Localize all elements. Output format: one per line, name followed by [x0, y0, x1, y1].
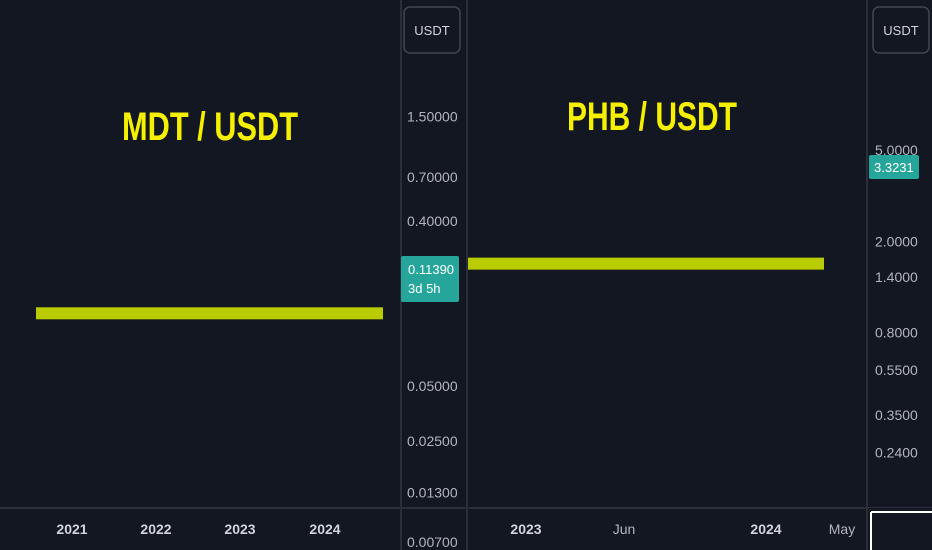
currency-button[interactable]: USDT: [403, 6, 461, 54]
chart-title: MDT / USDT: [122, 105, 298, 149]
resistance-zone: [36, 307, 383, 320]
phb-chart-svg: PHB / USDT 5.0000 2.0000 1.4000 0.8000 0.550…: [468, 0, 932, 550]
y-tick-label: 0.02500: [407, 433, 458, 449]
corner-box: [869, 508, 932, 550]
y-tick-label: 0.70000: [407, 169, 458, 185]
current-price-label: 3.3231: [874, 160, 914, 175]
x-tick-label: May: [829, 521, 855, 537]
x-tick-label: 2023: [224, 521, 255, 537]
y-tick-label: 1.50000: [407, 108, 458, 124]
y-tick-label: 0.01300: [407, 485, 458, 501]
x-tick-label: 2023: [510, 521, 541, 537]
currency-button[interactable]: USDT: [872, 6, 930, 54]
y-tick-label: 0.00700: [407, 534, 458, 550]
phb-chart-panel: PHB / USDT 5.0000 2.0000 1.4000 0.8000 0.550…: [466, 0, 932, 550]
x-tick-label: 2024: [750, 521, 781, 537]
x-tick-label: 2021: [56, 521, 87, 537]
y-tick-label: 1.4000: [875, 269, 918, 285]
y-tick-label: 2.0000: [875, 233, 918, 249]
x-tick-label: Jun: [613, 521, 636, 537]
current-price-label: 0.11390: [408, 262, 454, 277]
currency-button-label: USDT: [414, 23, 449, 38]
x-tick-label: 2024: [309, 521, 340, 537]
countdown-label: 3d 5h: [408, 281, 441, 296]
y-axis: 1.500000.700000.400000.200000.050000.025…: [407, 108, 458, 549]
y-tick-label: 0.5500: [875, 362, 918, 378]
y-axis: 5.0000 2.0000 1.4000 0.8000 0.5500 0.3500 0.24…: [875, 142, 918, 461]
mdt-chart-svg: MDT / USDT 1.500000.700000.400000.200000…: [0, 0, 466, 550]
current-price-badge: 3.3231: [869, 155, 919, 179]
x-axis: 2021 2022 2023 2024: [56, 521, 340, 537]
y-tick-label: 0.2400: [875, 445, 918, 461]
x-axis: 2023 Jun 2024 May: [510, 521, 855, 537]
current-price-badge: 0.11390 3d 5h: [401, 256, 459, 302]
currency-button-label: USDT: [883, 23, 918, 38]
y-tick-label: 0.8000: [875, 325, 918, 341]
y-tick-label: 0.3500: [875, 407, 918, 423]
resistance-zone: [468, 257, 824, 270]
y-tick-label: 0.40000: [407, 213, 458, 229]
chart-title: PHB / USDT: [567, 95, 737, 139]
x-tick-label: 2022: [140, 521, 171, 537]
mdt-chart-panel: MDT / USDT 1.500000.700000.400000.200000…: [0, 0, 466, 550]
y-tick-label: 0.05000: [407, 378, 458, 394]
y-tick-label: 5.0000: [875, 142, 918, 158]
